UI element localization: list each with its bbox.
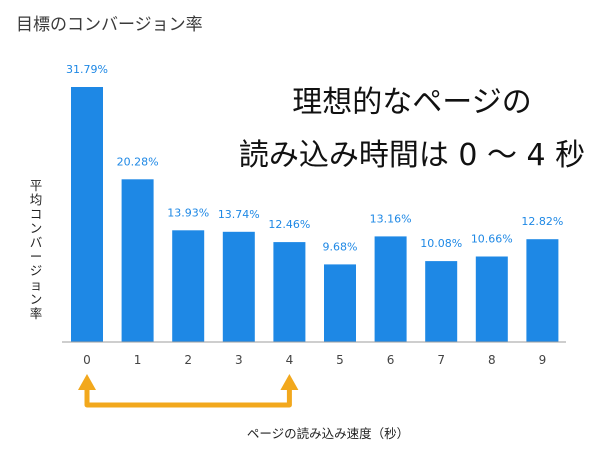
range-arrow-shaft [84,388,292,408]
x-tick-1: 1 [134,353,142,367]
bar-4 [273,242,306,342]
x-tick-3: 3 [235,353,243,367]
chart-title: 目標のコンバージョン率 [16,15,203,35]
x-tick-4: 4 [286,353,294,367]
bar-6 [374,236,407,342]
data-label-4: 12.46% [268,218,310,231]
y-axis-label-text: 平均コンバージョン率 [30,178,43,321]
bar-8 [475,256,508,342]
bar-5 [324,264,356,342]
x-tick-9: 9 [539,353,547,367]
x-axis-label: ページの読み込み速度（秒） [247,426,409,441]
data-label-0: 31.79% [66,63,108,76]
annotation-line-2: 読み込み時間は 0 〜 4 秒 [239,138,585,173]
x-tick-2: 2 [184,353,192,367]
x-ticks-group: 0 1 2 3 4 5 6 7 8 9 [83,353,546,367]
data-label-5: 9.68% [323,240,358,253]
data-labels-group: 31.79% 20.28% 13.93% 13.74% 12.46% 9.68% 13.16… [66,63,563,253]
bar-7 [425,261,458,342]
bar-3 [222,231,255,342]
bar-0 [71,87,103,342]
data-label-7: 10.08% [420,237,462,250]
data-label-3: 13.74% [218,208,260,221]
data-label-6: 13.16% [370,212,412,225]
bar-1 [121,179,154,342]
x-tick-6: 6 [387,353,395,367]
data-label-2: 13.93% [167,206,209,219]
x-tick-7: 7 [437,353,445,367]
annotation-line-1: 理想的なページの [292,85,531,120]
data-label-1: 20.28% [117,155,159,168]
bar-9 [526,239,559,342]
range-arrow [78,374,299,408]
data-label-9: 12.82% [521,215,563,228]
data-label-8: 10.66% [471,233,513,246]
bar-2 [172,230,205,342]
range-arrowhead-left [78,374,96,390]
range-arrowhead-right [280,374,299,390]
x-tick-5: 5 [336,353,344,367]
x-tick-8: 8 [488,353,496,367]
y-axis-label: 平均コンバージョン率 [30,178,43,321]
bars-group [71,87,559,342]
x-tick-0: 0 [83,353,91,367]
